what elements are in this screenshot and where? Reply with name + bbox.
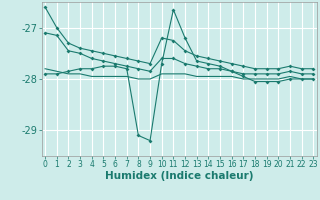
X-axis label: Humidex (Indice chaleur): Humidex (Indice chaleur): [105, 171, 253, 181]
